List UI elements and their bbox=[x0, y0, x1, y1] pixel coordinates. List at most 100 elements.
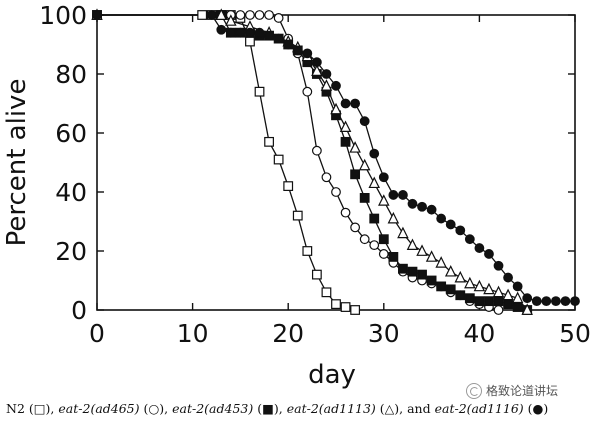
data-point bbox=[531, 296, 542, 307]
data-point bbox=[254, 10, 265, 20]
data-point bbox=[464, 293, 475, 304]
caption-ad453-symbol: (■), bbox=[253, 401, 283, 416]
data-point bbox=[378, 194, 390, 206]
caption-ad465: eat-2(ad465) bbox=[58, 401, 140, 416]
data-point bbox=[483, 282, 495, 295]
data-point bbox=[484, 296, 494, 307]
data-point bbox=[426, 275, 437, 286]
wechat-logo-icon bbox=[466, 382, 482, 399]
data-point bbox=[512, 302, 523, 312]
y-tick-label: 0 bbox=[71, 296, 87, 325]
data-point bbox=[302, 86, 313, 97]
data-point bbox=[235, 27, 246, 38]
data-point bbox=[474, 296, 485, 307]
data-point bbox=[417, 201, 427, 212]
data-point bbox=[350, 98, 361, 109]
y-tick-label: 40 bbox=[55, 178, 87, 207]
data-point bbox=[283, 181, 294, 192]
data-point bbox=[416, 244, 428, 256]
data-point bbox=[331, 299, 341, 309]
data-point bbox=[436, 213, 447, 224]
y-tick-label: 100 bbox=[39, 1, 87, 30]
data-point bbox=[378, 234, 389, 245]
caption-ad453: eat-2(ad453) bbox=[172, 401, 254, 416]
data-point bbox=[359, 116, 370, 127]
data-point bbox=[292, 45, 303, 56]
data-point bbox=[464, 276, 476, 289]
data-point bbox=[215, 8, 228, 20]
data-point bbox=[512, 281, 523, 292]
data-point bbox=[398, 190, 408, 200]
data-point bbox=[368, 176, 381, 189]
data-point bbox=[245, 36, 255, 47]
data-point bbox=[406, 238, 419, 250]
data-point bbox=[311, 57, 322, 68]
x-axis-title: day bbox=[308, 360, 356, 390]
data-point bbox=[436, 281, 447, 292]
data-point bbox=[521, 303, 533, 315]
data-point bbox=[292, 210, 303, 221]
x-tick-label: 20 bbox=[272, 319, 304, 348]
data-point bbox=[435, 256, 447, 268]
data-point bbox=[283, 39, 294, 50]
data-point bbox=[350, 169, 361, 180]
data-point bbox=[455, 290, 466, 301]
data-point bbox=[340, 207, 351, 218]
data-point bbox=[473, 279, 486, 292]
data-point bbox=[378, 249, 389, 259]
data-point bbox=[493, 260, 504, 271]
data-point bbox=[474, 243, 485, 253]
data-point bbox=[425, 250, 438, 262]
data-point bbox=[340, 98, 351, 109]
data-point bbox=[503, 299, 513, 309]
data-point bbox=[493, 305, 504, 315]
data-point bbox=[216, 24, 227, 35]
data-point bbox=[358, 158, 371, 171]
data-point bbox=[369, 240, 380, 251]
y-axis-title: Percent alive bbox=[2, 79, 32, 247]
data-point bbox=[321, 172, 332, 183]
data-point bbox=[387, 211, 400, 224]
caption-ad1116: eat-2(ad1116) bbox=[434, 401, 524, 416]
data-point bbox=[541, 296, 552, 307]
x-tick-label: 30 bbox=[368, 319, 400, 348]
x-tick-label: 40 bbox=[463, 319, 495, 348]
data-point bbox=[264, 136, 274, 147]
data-point bbox=[321, 69, 332, 79]
data-point bbox=[550, 296, 561, 307]
data-point bbox=[350, 222, 361, 233]
data-point bbox=[369, 213, 380, 224]
data-point bbox=[455, 225, 466, 236]
data-point bbox=[388, 252, 399, 262]
data-point bbox=[225, 14, 237, 26]
data-point bbox=[502, 288, 514, 301]
data-point bbox=[445, 284, 456, 295]
series-line bbox=[97, 14, 575, 302]
axis-labels: 0 10 20 30 40 50 0 20 40 60 80 100 day Percent alive bbox=[2, 1, 591, 390]
x-tick-label: 50 bbox=[559, 319, 591, 348]
data-point bbox=[254, 27, 265, 38]
data-point bbox=[560, 296, 571, 307]
x-tick-label: 0 bbox=[89, 319, 105, 348]
data-point bbox=[359, 234, 370, 245]
data-point bbox=[407, 266, 418, 277]
data-point bbox=[426, 204, 437, 215]
y-tick-label: 80 bbox=[55, 60, 87, 89]
data-point bbox=[369, 148, 380, 159]
data-markers bbox=[91, 8, 580, 315]
y-tick-label: 60 bbox=[55, 119, 87, 148]
y-tick-label: 20 bbox=[55, 237, 87, 266]
data-point bbox=[445, 219, 456, 230]
legend-caption: N2 (□), eat-2(ad465) (○), eat-2(ad453) (… bbox=[6, 401, 600, 416]
data-point bbox=[273, 33, 284, 44]
data-point bbox=[311, 64, 323, 76]
data-point bbox=[311, 269, 322, 280]
data-point bbox=[225, 27, 236, 38]
data-point bbox=[302, 246, 313, 256]
data-point bbox=[378, 172, 389, 183]
data-point bbox=[273, 154, 284, 165]
data-point bbox=[245, 27, 255, 38]
data-point bbox=[454, 270, 467, 283]
data-point bbox=[444, 265, 457, 277]
caption-ad465-symbol: (○), bbox=[139, 401, 169, 416]
